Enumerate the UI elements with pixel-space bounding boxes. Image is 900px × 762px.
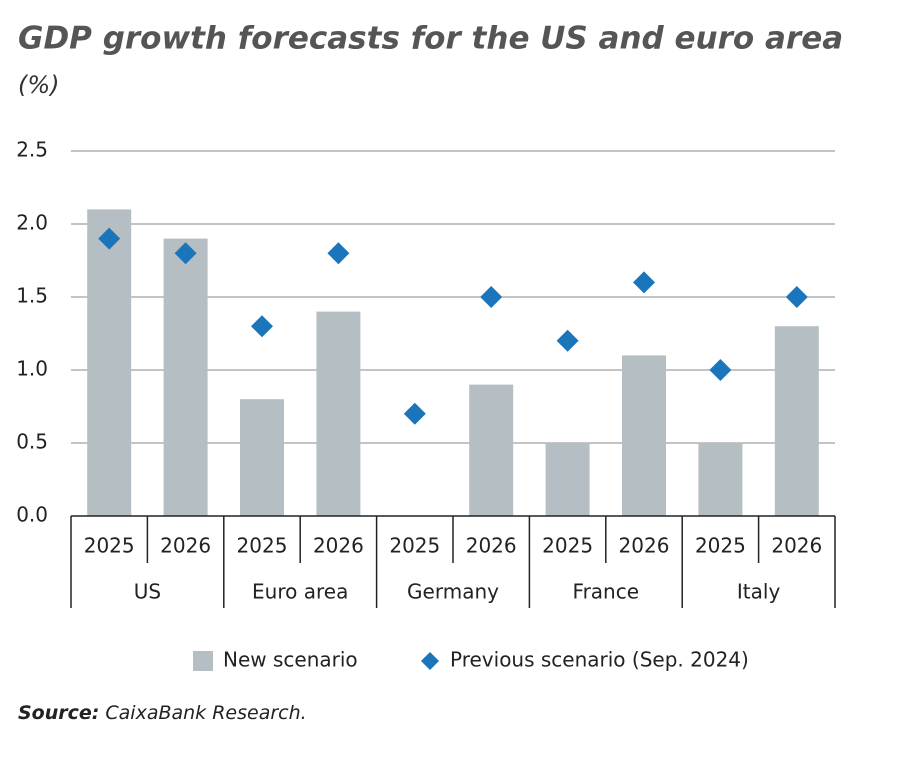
bar [622,355,666,516]
y-tick-label: 2.5 [16,138,48,162]
legend-label: New scenario [223,648,358,672]
x-tick-label: 2025 [542,534,593,558]
bar [316,311,361,516]
y-tick-label: 0.0 [16,503,48,527]
source-text: CaixaBank Research. [105,702,306,724]
bar [163,238,208,516]
legend-swatch [193,651,213,671]
x-tick-label: 2026 [619,534,670,558]
diamond-marker [251,315,273,338]
diamond-marker [556,329,579,352]
group-label: Italy [737,580,781,604]
x-tick-label: 2026 [313,534,364,558]
bar [87,209,132,516]
chart-title: GDP growth forecasts for the US and euro… [18,21,843,57]
y-tick-label: 1.0 [16,357,48,381]
bar [774,326,819,516]
diamond-marker [480,286,503,308]
chart-subtitle: (%) [18,71,60,99]
source: Source: CaixaBank Research. [18,702,307,724]
y-tick-label: 2.0 [16,211,48,235]
diamond-marker [633,271,655,294]
group-label: US [134,580,161,604]
group-label: France [573,580,640,604]
bar [698,443,743,516]
legend-swatch [421,652,439,670]
x-tick-label: 2026 [466,534,517,558]
diamond-marker [98,227,121,250]
bar [240,399,284,516]
bar [469,384,514,516]
legend-label: Previous scenario (Sep. 2024) [450,648,749,672]
bar [545,443,590,516]
source-label: Source: [18,702,99,724]
diamond-marker [174,242,197,265]
y-tick-label: 0.5 [16,430,48,454]
diamond-marker [785,286,808,308]
diamond-marker [403,402,426,425]
x-tick-label: 2026 [160,534,211,558]
x-tick-label: 2025 [84,534,135,558]
x-tick-label: 2026 [771,534,822,558]
y-tick-label: 1.5 [16,284,48,308]
group-label: Germany [407,580,499,604]
x-tick-label: 2025 [389,534,440,558]
diamond-marker [327,242,350,265]
x-tick-label: 2025 [695,534,746,558]
diamond-marker [709,359,732,381]
group-label: Euro area [252,580,348,604]
x-tick-label: 2025 [237,534,288,558]
